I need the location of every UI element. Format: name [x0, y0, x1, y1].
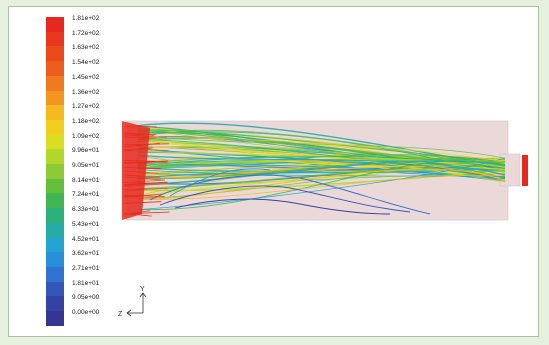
- pathline: [137, 138, 506, 178]
- pathline: [137, 164, 506, 178]
- pathline: [137, 135, 506, 159]
- legend-swatch: [46, 296, 64, 312]
- vertical-axis-label: Y: [140, 286, 145, 293]
- legend-label: 7.24e+01: [72, 191, 100, 199]
- legend-swatch: [46, 266, 64, 283]
- legend-label: 1.63e+02: [72, 44, 100, 52]
- legend-swatch: [46, 178, 64, 194]
- legend-label: 1.72e+02: [72, 29, 100, 37]
- legend-swatch: [46, 237, 64, 253]
- horizontal-axis-label: Z: [118, 311, 123, 318]
- legend-label: 5.43e+01: [72, 220, 100, 228]
- recirculation-pathline: [169, 168, 271, 197]
- legend-label: 9.05e+00: [72, 294, 100, 302]
- legend-label: 1.54e+02: [72, 59, 100, 67]
- legend-label: 1.18e+02: [72, 117, 100, 125]
- legend-label: 6.33e+01: [72, 206, 100, 214]
- legend-swatch: [46, 164, 64, 180]
- legend-label: 9.05e+01: [72, 162, 100, 169]
- pathline: [137, 137, 506, 163]
- pathline: [137, 140, 506, 175]
- legend-swatch: [46, 46, 64, 62]
- pathline: [137, 156, 506, 168]
- pathline: [137, 166, 506, 180]
- legend-label: 1.36e+02: [72, 88, 100, 96]
- color-legend: 1.81e+02 1.72e+02 1.63e+02 1.54e+02 1.45e+02…: [46, 15, 116, 330]
- legend-swatch: [46, 208, 64, 224]
- legend-label: 1.45e+02: [72, 73, 100, 81]
- legend-label: 4.52e+01: [72, 235, 100, 243]
- pathline: [137, 160, 506, 186]
- pathline: [137, 164, 506, 190]
- legend-swatch: [46, 149, 64, 165]
- legend-swatch: [46, 105, 64, 121]
- legend-swatch: [46, 90, 64, 106]
- legend-label: 9.96e+01: [72, 147, 100, 155]
- legend-label: 1.09e+02: [72, 132, 100, 140]
- pathline: [137, 158, 506, 179]
- legend-swatch: [46, 311, 64, 327]
- axis-triad: Y Z: [118, 286, 147, 318]
- recirculation-pathline: [174, 198, 391, 215]
- pathline: [137, 157, 506, 210]
- legend-swatch: [46, 31, 64, 47]
- legend-label: 1.81e+02: [72, 15, 100, 22]
- legend-swatch: [46, 61, 64, 77]
- legend-label: 0.00e+00: [72, 309, 100, 316]
- legend-swatch: [46, 222, 64, 238]
- vertical-axis-arrow: [139, 292, 147, 298]
- legend-label: 1.27e+02: [72, 103, 100, 111]
- outlet-bar: [522, 155, 528, 186]
- pathline: [137, 122, 506, 167]
- inlet-fan: [122, 121, 150, 220]
- pathline: [137, 156, 506, 169]
- legend-label: 1.81e+01: [72, 279, 100, 287]
- pathline: [137, 156, 506, 196]
- legend-swatch: [46, 75, 64, 91]
- pathline: [137, 175, 506, 200]
- pathline: [137, 129, 506, 163]
- legend-label: 8.14e+01: [72, 176, 100, 184]
- pathline: [137, 146, 506, 183]
- legend-swatch: [46, 193, 64, 209]
- legend-swatch: [46, 252, 64, 268]
- horizontal-axis-arrow: [126, 309, 132, 317]
- legend-swatch: [46, 281, 64, 297]
- pathline: [137, 154, 506, 176]
- legend-swatch: [46, 17, 64, 33]
- legend-label: 2.71e+01: [72, 264, 100, 272]
- legend-swatch: [46, 119, 64, 136]
- recirculation-pathline: [159, 185, 411, 213]
- legend-label: 3.62e+01: [72, 250, 100, 258]
- pathline: [137, 168, 506, 201]
- legend-swatch: [46, 134, 64, 150]
